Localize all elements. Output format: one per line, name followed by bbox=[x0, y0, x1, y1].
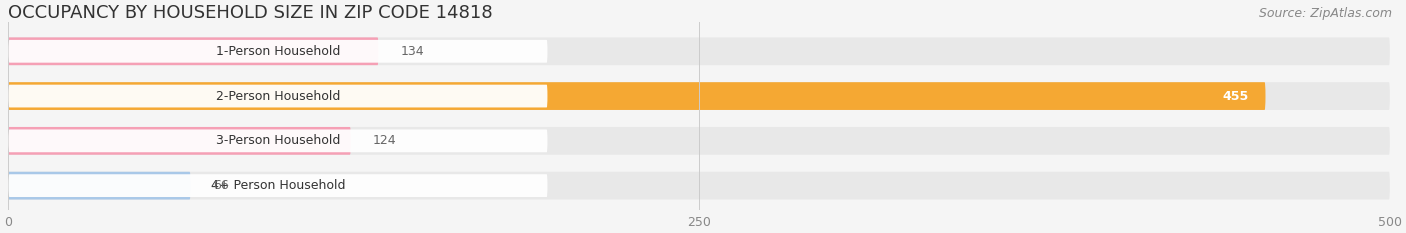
FancyBboxPatch shape bbox=[8, 82, 1391, 110]
FancyBboxPatch shape bbox=[8, 82, 1265, 110]
Text: 3-Person Household: 3-Person Household bbox=[217, 134, 340, 147]
FancyBboxPatch shape bbox=[8, 37, 1391, 65]
FancyBboxPatch shape bbox=[8, 40, 547, 63]
FancyBboxPatch shape bbox=[8, 130, 547, 152]
FancyBboxPatch shape bbox=[8, 127, 1391, 155]
Text: 4+ Person Household: 4+ Person Household bbox=[211, 179, 346, 192]
FancyBboxPatch shape bbox=[8, 37, 378, 65]
FancyBboxPatch shape bbox=[8, 172, 191, 199]
FancyBboxPatch shape bbox=[8, 172, 1391, 199]
Text: 1-Person Household: 1-Person Household bbox=[217, 45, 340, 58]
FancyBboxPatch shape bbox=[8, 127, 351, 155]
Text: Source: ZipAtlas.com: Source: ZipAtlas.com bbox=[1258, 7, 1392, 20]
Text: 124: 124 bbox=[373, 134, 396, 147]
Text: 134: 134 bbox=[401, 45, 425, 58]
Text: 455: 455 bbox=[1223, 89, 1249, 103]
Text: 66: 66 bbox=[212, 179, 228, 192]
FancyBboxPatch shape bbox=[8, 174, 547, 197]
Text: OCCUPANCY BY HOUSEHOLD SIZE IN ZIP CODE 14818: OCCUPANCY BY HOUSEHOLD SIZE IN ZIP CODE … bbox=[8, 4, 492, 22]
FancyBboxPatch shape bbox=[8, 85, 547, 107]
Text: 2-Person Household: 2-Person Household bbox=[217, 89, 340, 103]
